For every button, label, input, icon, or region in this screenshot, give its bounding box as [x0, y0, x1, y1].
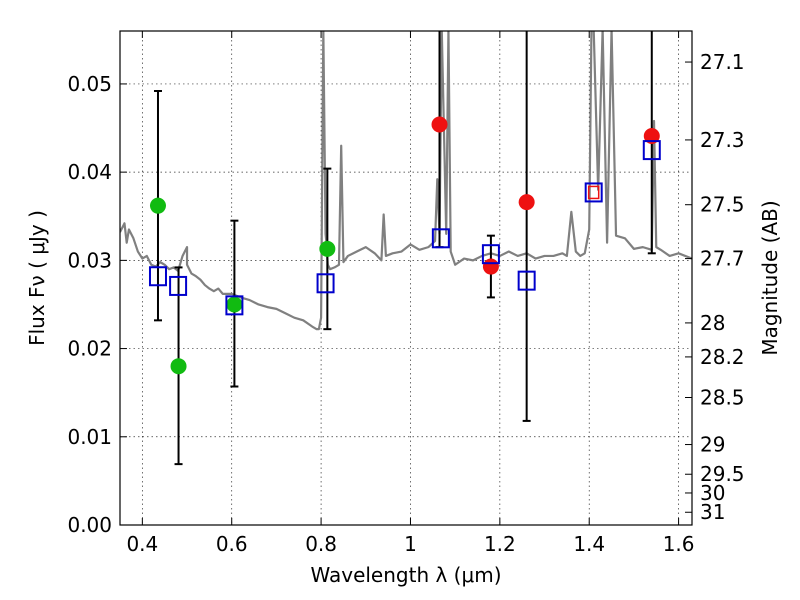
y2-tick-label: 27.7 — [700, 247, 745, 271]
y-axis-label: Flux Fν ( μJy ) — [25, 210, 49, 346]
model-point — [481, 244, 500, 265]
y2-tick-label: 27.3 — [700, 128, 745, 152]
y-axis-ticks: 0.00 0.01 0.02 0.03 0.04 0.05 — [67, 72, 127, 537]
observed-point-optical — [319, 240, 336, 257]
model-point-inner — [587, 185, 600, 200]
y2-tick-label: 27.5 — [700, 193, 745, 217]
y-tick-label: 0.00 — [67, 513, 112, 537]
plot-frame — [119, 30, 693, 526]
observed-point-nir — [643, 127, 660, 144]
observed-point-nir — [482, 258, 499, 275]
y-tick-label: 0.05 — [67, 72, 112, 96]
y2-tick-label: 29.5 — [700, 462, 745, 486]
x-tick-label: 1 — [404, 532, 417, 556]
y-tick-label: 0.04 — [67, 160, 112, 184]
model-point — [642, 140, 661, 161]
y-tick-label: 0.03 — [67, 248, 112, 272]
y-tick-label: 0.02 — [67, 337, 112, 361]
x-tick-label: 1.4 — [573, 532, 605, 556]
observed-point-optical — [149, 197, 166, 214]
x-tick-label: 1.2 — [484, 532, 516, 556]
y2-tick-label: 30 — [700, 481, 725, 505]
x-axis-ticks: 0.4 0.6 0.8 1 1.2 1.4 1.6 — [126, 31, 695, 556]
model-point — [431, 228, 450, 249]
observed-point-nir — [431, 116, 448, 133]
observed-point-nir — [518, 194, 535, 211]
y2-tick-label: 28.5 — [700, 385, 745, 409]
template-spectrum-line — [120, 31, 692, 331]
x-axis-label: Wavelength λ (μm) — [310, 563, 501, 587]
y2-axis-label: Magnitude (AB) — [758, 200, 782, 355]
y-tick-label: 0.01 — [67, 425, 112, 449]
x-tick-label: 0.6 — [216, 532, 248, 556]
y2-tick-label: 31 — [700, 500, 725, 524]
x-tick-label: 0.4 — [126, 532, 158, 556]
x-tick-label: 0.8 — [305, 532, 337, 556]
model-point — [316, 273, 335, 294]
model-point — [169, 275, 188, 296]
grid-lines — [120, 31, 692, 525]
y2-tick-label: 28 — [700, 311, 725, 335]
plot-content — [120, 31, 692, 466]
y2-tick-label: 29 — [700, 433, 725, 457]
model-points — [148, 140, 661, 316]
observed-point-optical — [170, 358, 187, 375]
y2-tick-label: 27.1 — [700, 50, 745, 74]
model-point — [225, 295, 244, 316]
model-point — [148, 266, 167, 287]
model-point — [517, 270, 536, 291]
observed-point-optical — [226, 296, 243, 313]
x-tick-label: 1.6 — [663, 532, 695, 556]
y2-tick-label: 28.2 — [700, 345, 745, 369]
model-point — [584, 182, 603, 203]
